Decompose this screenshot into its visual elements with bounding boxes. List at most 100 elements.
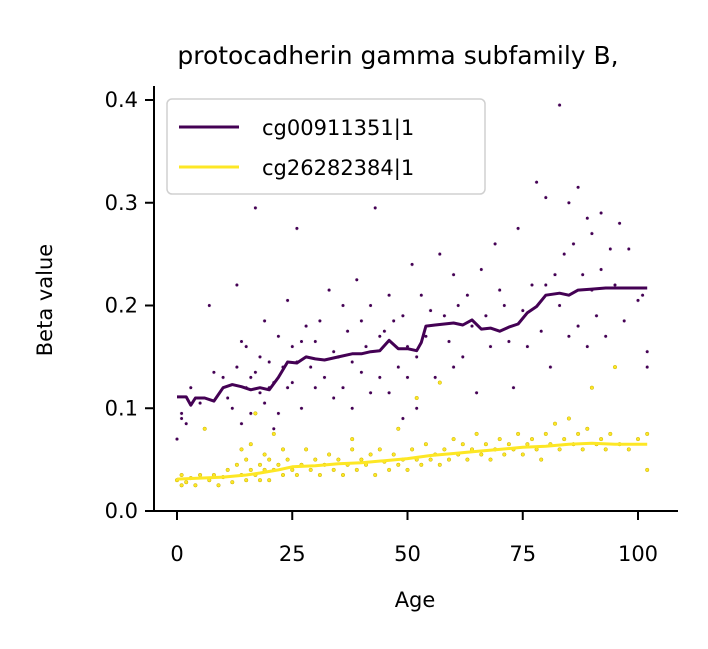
- data-point-series-2: [308, 467, 313, 472]
- x-axis-label: Age: [395, 588, 436, 612]
- data-point-series-2: [230, 480, 235, 485]
- data-point-series-2: [248, 442, 253, 447]
- data-point-series-1: [585, 216, 590, 221]
- data-point-series-1: [340, 303, 346, 308]
- data-point-series-1: [257, 390, 263, 395]
- data-point-series-2: [474, 431, 479, 436]
- data-point-series-2: [525, 442, 530, 447]
- data-point-series-1: [299, 406, 304, 411]
- data-point-series-2: [179, 483, 184, 488]
- series-lines: [176, 286, 648, 481]
- data-point-series-1: [405, 375, 410, 380]
- data-point-series-1: [562, 252, 567, 257]
- data-point-series-1: [465, 293, 470, 298]
- data-point-series-1: [285, 298, 290, 303]
- data-point-series-2: [387, 467, 392, 472]
- data-point-series-1: [599, 267, 604, 272]
- data-point-series-1: [446, 339, 452, 344]
- data-point-series-2: [257, 462, 263, 467]
- data-point-series-1: [179, 411, 184, 416]
- data-point-series-2: [405, 467, 410, 472]
- data-point-series-2: [244, 478, 249, 483]
- data-point-series-1: [529, 282, 535, 288]
- data-point-series-1: [469, 324, 475, 329]
- plot-area: 0 25 50 75 100 0.0 0.1 0.2 0.3 0.4: [105, 86, 678, 566]
- data-point-series-2: [562, 437, 567, 442]
- data-point-series-1: [428, 308, 433, 313]
- data-point-series-1: [437, 252, 442, 257]
- data-point-series-1: [580, 272, 585, 277]
- data-point-series-2: [198, 472, 203, 478]
- data-point-series-2: [612, 365, 618, 370]
- data-point-series-1: [506, 339, 511, 344]
- data-point-series-2: [529, 437, 535, 442]
- data-point-series-1: [253, 205, 258, 210]
- data-point-series-2: [350, 437, 355, 442]
- data-point-series-1: [414, 406, 419, 411]
- data-point-series-2: [239, 447, 244, 452]
- data-point-series-2: [488, 457, 493, 462]
- data-point-series-1: [188, 385, 193, 390]
- data-point-series-2: [184, 480, 189, 485]
- data-point-series-2: [280, 472, 286, 478]
- legend-label-series-1: cg00911351|1: [262, 116, 414, 141]
- data-point-series-1: [635, 298, 641, 303]
- data-point-series-1: [516, 226, 521, 231]
- data-point-series-1: [331, 395, 336, 401]
- data-point-series-2: [391, 452, 396, 457]
- data-point-series-1: [488, 344, 493, 349]
- data-point-series-2: [419, 462, 424, 467]
- data-point-series-2: [423, 442, 428, 447]
- data-point-series-2: [350, 447, 355, 452]
- data-point-series-1: [253, 370, 258, 375]
- data-point-series-2: [267, 457, 272, 462]
- data-point-series-2: [340, 472, 346, 478]
- data-point-series-1: [414, 354, 419, 359]
- data-point-series-2: [373, 472, 378, 478]
- data-point-series-1: [340, 385, 346, 390]
- axis-ticks: 0 25 50 75 100 0.0 0.1 0.2 0.3 0.4: [105, 88, 658, 566]
- legend-label-series-2: cg26282384|1: [262, 156, 414, 181]
- data-point-series-2: [331, 467, 336, 472]
- data-point-series-2: [294, 472, 299, 478]
- data-point-series-1: [557, 103, 562, 108]
- data-point-series-1: [622, 318, 627, 323]
- data-point-series-1: [313, 385, 318, 390]
- x-tick-label: 100: [618, 542, 658, 566]
- data-point-series-1: [387, 390, 392, 395]
- data-point-series-1: [474, 390, 479, 395]
- data-point-series-1: [525, 344, 530, 349]
- data-point-series-2: [257, 478, 263, 483]
- data-point-series-2: [552, 421, 558, 426]
- data-point-series-1: [350, 406, 355, 411]
- data-point-series-2: [483, 442, 488, 447]
- data-point-series-2: [539, 457, 544, 462]
- data-point-series-1: [331, 349, 336, 354]
- data-point-series-1: [589, 231, 594, 236]
- data-point-series-1: [585, 344, 590, 349]
- legend-frame: [166, 98, 486, 195]
- data-point-series-1: [552, 272, 558, 277]
- data-point-series-2: [451, 437, 456, 442]
- data-point-series-1: [350, 359, 355, 365]
- data-point-series-2: [410, 447, 415, 452]
- data-point-series-1: [645, 365, 650, 370]
- data-point-series-1: [433, 375, 438, 380]
- data-point-series-1: [460, 354, 465, 359]
- data-point-series-1: [198, 401, 203, 406]
- data-point-series-2: [479, 452, 484, 457]
- data-point-series-1: [262, 401, 267, 406]
- data-point-series-1: [612, 282, 618, 288]
- data-point-series-1: [239, 339, 244, 344]
- y-tick-label: 0.2: [105, 294, 138, 318]
- data-point-series-1: [207, 303, 212, 308]
- data-point-series-2: [608, 431, 613, 436]
- data-point-series-2: [336, 457, 341, 462]
- data-point-series-2: [428, 457, 433, 462]
- data-point-series-1: [285, 385, 290, 390]
- data-point-series-2: [317, 472, 322, 478]
- y-tick-label: 0.4: [105, 88, 138, 112]
- data-point-series-1: [576, 185, 581, 190]
- data-point-series-1: [290, 344, 295, 349]
- data-point-series-1: [617, 221, 622, 226]
